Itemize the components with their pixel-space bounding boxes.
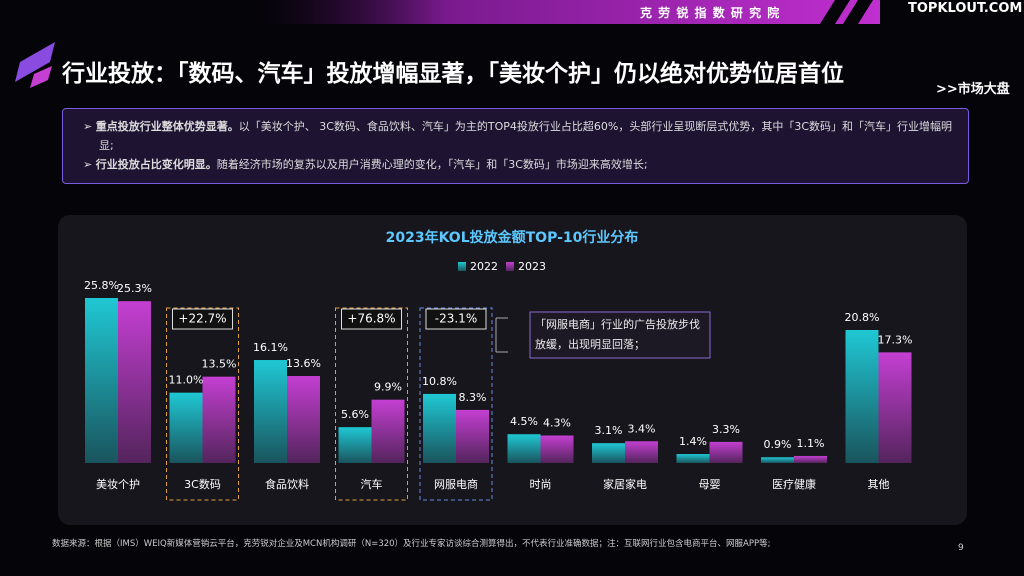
growth-label: +22.7% xyxy=(178,312,226,326)
bullet: ➢ 重点投放行业整体优势显著。以「美妆个护、 3C数码、食品饮料、汽车」为主的T… xyxy=(83,120,953,152)
callout-text: 「网服电商」行业的广告投放步伐放缓，出现明显回落； xyxy=(535,318,700,351)
bar xyxy=(625,441,658,463)
x-tick-label: 医疗健康 xyxy=(772,477,816,491)
bar xyxy=(118,301,151,463)
bar xyxy=(676,454,710,463)
bar xyxy=(592,443,625,463)
value-label: 25.3% xyxy=(117,282,152,295)
title-icon xyxy=(15,42,55,82)
x-tick-label: 其他 xyxy=(868,478,890,491)
plot: 2023年KOL投放金额TOP-10行业分布 2022 25.8% 11.0% 16.1… xyxy=(84,229,913,501)
chart-title: 2023年KOL投放金额TOP-10行业分布 xyxy=(386,229,639,246)
x-tick-label: 汽车 xyxy=(361,477,383,491)
value-label: 3.1% xyxy=(595,424,623,437)
bar xyxy=(456,409,489,463)
bar xyxy=(761,457,794,463)
bar xyxy=(85,298,118,463)
value-label: 3.3% xyxy=(712,423,740,436)
value-label: 1.4% xyxy=(679,435,707,448)
value-label: 13.5% xyxy=(202,358,237,371)
highlight-box xyxy=(166,307,239,501)
value-label: 17.3% xyxy=(878,333,913,346)
bar xyxy=(254,360,287,463)
x-tick-label: 家居家电 xyxy=(603,477,647,491)
value-label: 16.1% xyxy=(253,341,288,354)
bar xyxy=(169,392,203,463)
bar xyxy=(338,427,372,463)
highlight-box xyxy=(335,307,408,501)
growth-label: +76.8% xyxy=(347,312,395,326)
bar xyxy=(540,435,574,463)
growth-box xyxy=(425,308,487,330)
growth-box xyxy=(341,308,402,330)
bullet-text: 以「美妆个护、 3C数码、食品饮料、汽车」为主的TOP4投放行业占比超60%，头… xyxy=(99,120,953,152)
bar xyxy=(371,399,405,463)
legend-label: 2022 xyxy=(470,260,498,273)
x-tick-label: 3C数码 xyxy=(184,478,221,491)
growth-box xyxy=(172,308,233,330)
bar xyxy=(845,329,879,463)
header-bar xyxy=(260,0,880,24)
bar xyxy=(287,376,320,463)
growth-label: -23.1% xyxy=(435,312,477,326)
bar xyxy=(878,352,912,463)
x-tick-label: 网服电商 xyxy=(434,477,478,491)
value-label: 13.6% xyxy=(286,357,321,370)
value-label: 25.8% xyxy=(84,279,119,292)
highlight-box xyxy=(419,307,493,501)
slide-title: 行业投放：「数码、汽车」投放增幅显著，「美妆个护」仍以绝对优势位居首位 xyxy=(62,61,844,87)
x-tick-label: 时尚 xyxy=(530,477,552,491)
title-icon xyxy=(30,66,52,88)
value-label: 5.6% xyxy=(341,408,369,421)
bar xyxy=(202,376,236,463)
value-label: 11.0% xyxy=(169,374,204,387)
value-label: 3.4% xyxy=(628,422,656,435)
bullet-bold: 重点投放行业整体优势显著。 xyxy=(95,120,239,133)
x-tick-label: 美妆个护 xyxy=(96,477,140,491)
value-label: 8.3% xyxy=(459,391,487,404)
value-label: 1.1% xyxy=(797,437,825,450)
legend-swatch xyxy=(458,262,466,271)
x-tick-label: 食品饮料 xyxy=(265,477,309,491)
bullet-box: ➢ 重点投放行业整体优势显著。以「美妆个护、 3C数码、食品饮料、汽车」为主的T… xyxy=(62,108,969,184)
bar xyxy=(423,393,456,463)
bar xyxy=(507,434,541,463)
page-number: 9 xyxy=(958,543,964,553)
legend-label: 2023 xyxy=(518,260,546,273)
bar xyxy=(709,441,743,463)
stripe xyxy=(820,0,850,24)
legend-swatch xyxy=(506,262,514,271)
value-label: 20.8% xyxy=(845,311,880,324)
callout-box xyxy=(529,311,711,359)
x-tick-label: 母婴 xyxy=(699,478,721,491)
logo: TOPKLOUT.COM xyxy=(908,1,1023,16)
source: 数据来源：根据（IMS）WEIQ新媒体营销云平台，克劳锐对企业及MCN机构调研（… xyxy=(52,539,771,549)
bullet-bold: 行业投放占比变化明显。 xyxy=(95,158,217,171)
bullet: ➢ 行业投放占比变化明显。随着经济市场的复苏以及用户消费心理的变化，「汽车」和「… xyxy=(83,158,648,171)
value-label: 4.5% xyxy=(510,415,538,428)
bullet-text: 随着经济市场的复苏以及用户消费心理的变化，「汽车」和「3C数码」市场迎来高效增长… xyxy=(216,158,648,171)
value-label: 4.3% xyxy=(543,417,571,430)
value-label: 0.9% xyxy=(764,438,792,451)
institute: 克 劳 锐 指 数 研 究 院 xyxy=(640,6,781,20)
nav-link[interactable]: >>市场大盘 xyxy=(936,82,1010,97)
value-label: 10.8% xyxy=(422,375,457,388)
bar xyxy=(794,455,827,463)
value-label: 9.9% xyxy=(374,381,402,394)
stripe xyxy=(843,0,873,24)
